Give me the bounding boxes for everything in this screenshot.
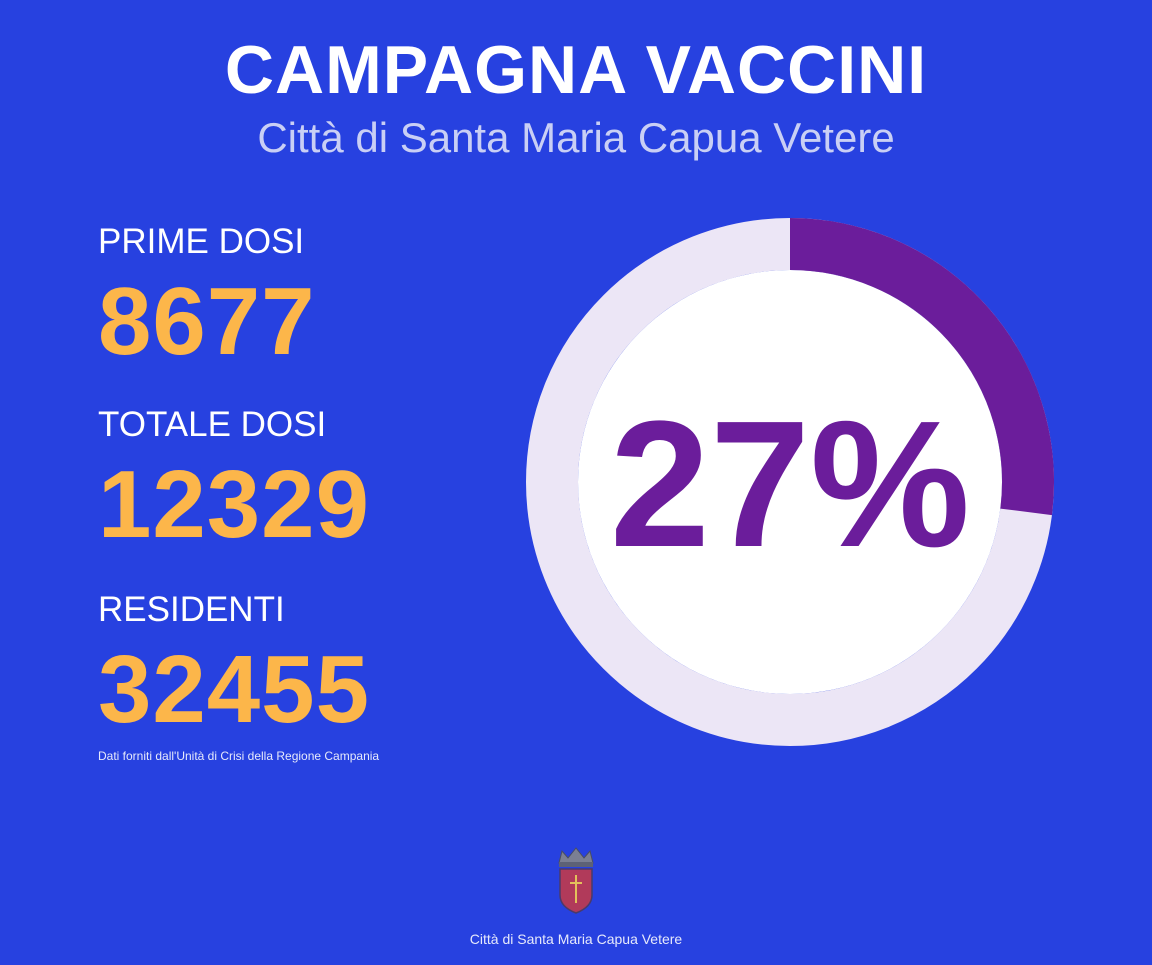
footer-text: Città di Santa Maria Capua Vetere	[469, 931, 683, 947]
stat-label-totale-dosi: TOTALE DOSI	[98, 405, 327, 444]
vaccination-donut-chart: 27%	[526, 218, 1054, 746]
source-note: Dati forniti dall'Unità di Crisi della R…	[98, 749, 380, 763]
donut-center	[578, 270, 1002, 694]
stat-value-residenti: 32455	[98, 636, 370, 743]
stat-value-totale-dosi: 12329	[98, 451, 370, 558]
stat-value-prime-dosi: 8677	[98, 268, 316, 375]
page-subtitle: Città di Santa Maria Capua Vetere	[257, 114, 895, 161]
donut-percent-label: 27%	[610, 384, 970, 585]
page-title: CAMPAGNA VACCINI	[224, 32, 928, 108]
stat-label-prime-dosi: PRIME DOSI	[98, 222, 305, 261]
stat-label-residenti: RESIDENTI	[98, 590, 285, 629]
city-crest-icon	[558, 847, 594, 914]
donut-filled-arc	[789, 218, 1054, 516]
